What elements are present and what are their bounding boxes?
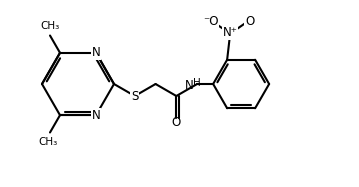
Text: H: H xyxy=(193,78,201,88)
Text: N: N xyxy=(92,109,101,122)
Text: CH₃: CH₃ xyxy=(40,21,60,30)
Text: N⁺: N⁺ xyxy=(223,26,238,39)
Text: CH₃: CH₃ xyxy=(38,137,58,148)
Text: ⁻O: ⁻O xyxy=(203,15,219,28)
Text: N: N xyxy=(92,46,101,59)
Text: N: N xyxy=(185,79,193,91)
Text: O: O xyxy=(245,15,254,28)
Text: S: S xyxy=(131,90,139,102)
Text: O: O xyxy=(172,117,181,130)
